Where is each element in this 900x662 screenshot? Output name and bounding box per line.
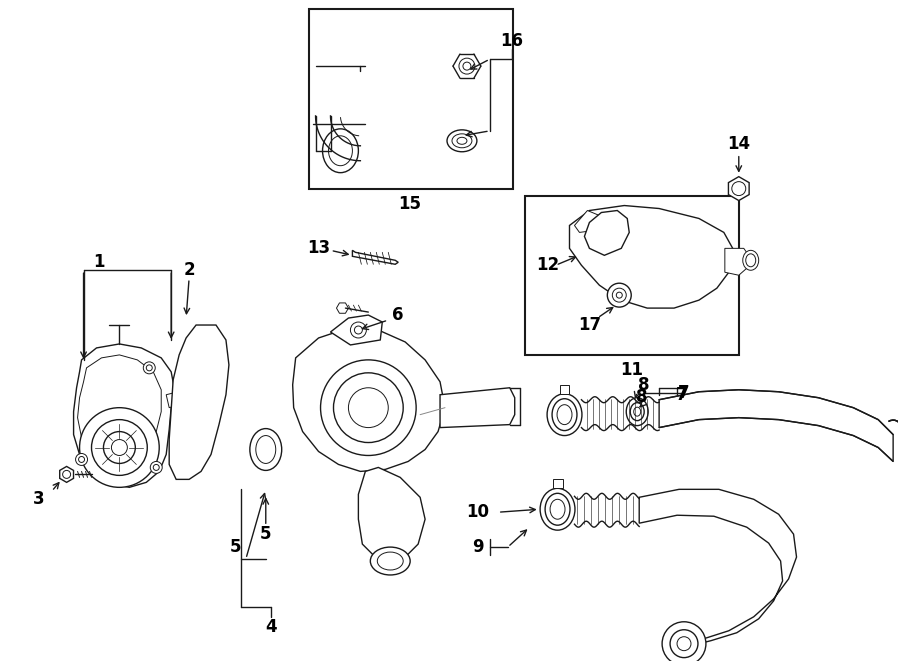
Circle shape <box>670 630 698 657</box>
Text: 7: 7 <box>676 386 688 404</box>
Bar <box>525 195 739 355</box>
Circle shape <box>463 62 471 70</box>
Ellipse shape <box>256 436 275 463</box>
Polygon shape <box>292 328 445 471</box>
Polygon shape <box>570 205 734 308</box>
Text: 5: 5 <box>260 525 272 543</box>
Polygon shape <box>440 388 515 428</box>
Ellipse shape <box>322 129 358 173</box>
Polygon shape <box>728 177 749 201</box>
Circle shape <box>459 58 475 74</box>
Circle shape <box>76 453 87 465</box>
Text: 17: 17 <box>578 316 601 334</box>
Text: 7: 7 <box>679 384 689 402</box>
Circle shape <box>677 637 691 651</box>
Polygon shape <box>724 248 749 275</box>
Circle shape <box>92 420 148 475</box>
Polygon shape <box>77 355 161 467</box>
Circle shape <box>662 622 706 662</box>
Ellipse shape <box>626 398 648 426</box>
Polygon shape <box>553 479 562 489</box>
Text: 5: 5 <box>230 538 242 556</box>
Text: 12: 12 <box>536 256 559 274</box>
Polygon shape <box>659 390 893 461</box>
Circle shape <box>608 283 631 307</box>
Ellipse shape <box>457 137 467 144</box>
Circle shape <box>320 360 416 455</box>
Polygon shape <box>330 315 382 345</box>
Polygon shape <box>169 325 229 479</box>
Text: 6: 6 <box>392 306 404 324</box>
Text: 10: 10 <box>466 503 490 521</box>
Text: 4: 4 <box>265 618 276 636</box>
Ellipse shape <box>540 489 575 530</box>
Ellipse shape <box>447 130 477 152</box>
Polygon shape <box>59 467 74 483</box>
Ellipse shape <box>746 254 756 267</box>
Circle shape <box>355 326 363 334</box>
Text: 2: 2 <box>184 261 195 279</box>
Ellipse shape <box>634 407 641 416</box>
Polygon shape <box>337 303 348 313</box>
Ellipse shape <box>545 493 570 525</box>
Text: 1: 1 <box>93 254 104 271</box>
Ellipse shape <box>550 499 565 519</box>
Ellipse shape <box>377 552 403 570</box>
Polygon shape <box>166 390 189 408</box>
Circle shape <box>150 461 162 473</box>
Circle shape <box>104 432 135 463</box>
Circle shape <box>153 465 159 471</box>
Text: 8: 8 <box>638 376 650 394</box>
Ellipse shape <box>742 250 759 270</box>
Circle shape <box>147 365 152 371</box>
Text: 9: 9 <box>472 538 483 556</box>
Polygon shape <box>74 344 175 487</box>
Polygon shape <box>560 385 570 394</box>
Ellipse shape <box>328 136 353 166</box>
Ellipse shape <box>452 134 472 148</box>
Text: 11: 11 <box>620 361 643 379</box>
Circle shape <box>63 471 70 479</box>
Circle shape <box>350 322 366 338</box>
Text: 8: 8 <box>636 388 648 406</box>
Text: 13: 13 <box>307 240 330 258</box>
Polygon shape <box>584 211 629 256</box>
Circle shape <box>732 181 746 195</box>
Polygon shape <box>574 211 599 232</box>
Circle shape <box>79 408 159 487</box>
Text: 3: 3 <box>33 491 44 508</box>
Ellipse shape <box>547 394 582 436</box>
Circle shape <box>616 292 622 298</box>
Polygon shape <box>639 489 796 647</box>
Circle shape <box>612 288 626 302</box>
Ellipse shape <box>557 404 572 424</box>
Circle shape <box>334 373 403 442</box>
Ellipse shape <box>250 428 282 471</box>
Bar <box>309 9 513 189</box>
Circle shape <box>112 440 128 455</box>
Text: 14: 14 <box>727 135 751 153</box>
Ellipse shape <box>552 399 577 430</box>
Circle shape <box>143 362 155 374</box>
Circle shape <box>78 457 85 463</box>
Ellipse shape <box>370 547 410 575</box>
Polygon shape <box>353 250 398 264</box>
Text: 16: 16 <box>500 32 523 50</box>
Circle shape <box>348 388 388 428</box>
Ellipse shape <box>630 402 644 420</box>
Polygon shape <box>358 467 425 559</box>
Text: 15: 15 <box>399 195 422 213</box>
